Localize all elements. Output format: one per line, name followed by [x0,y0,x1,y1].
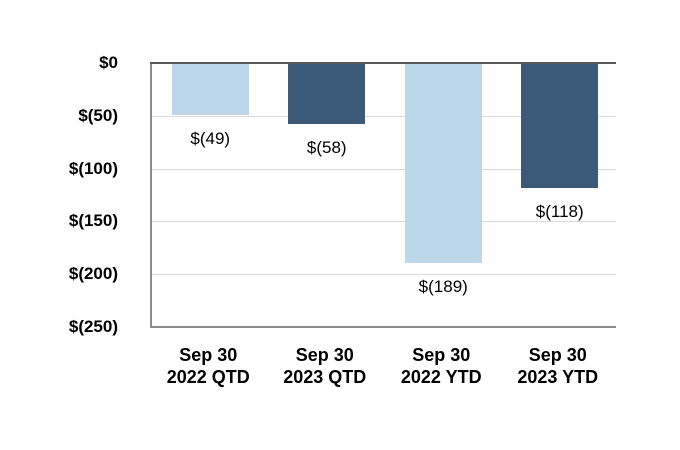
x-axis-category-label: Sep 30 2023 YTD [517,345,599,387]
y-axis-tick-label: $(150) [68,211,118,231]
x-axis-category-label: Sep 30 2022 YTD [400,345,482,387]
bar-2 [288,63,366,125]
bar-value-label: $(118) [535,201,584,221]
y-axis-tick-label: $(250) [68,317,118,336]
x-axis-category-label: Sep 30 2022 QTD [166,345,250,387]
zero-axis-line [150,62,616,64]
bar-value-label: $(189) [418,276,468,296]
gridline [152,168,616,170]
gridline [152,115,616,117]
gridline [152,274,616,276]
y-axis-tick-label: $0 [99,53,118,72]
y-axis-tick-label: $(100) [68,158,118,178]
bar-3 [404,63,482,263]
y-axis-tick-label: $(50) [78,105,118,125]
bar-1 [171,63,249,115]
plot-area: $(49) $(58) $(189) $(118) [150,62,616,328]
x-axis-category-label: Sep 30 2023 QTD [283,345,367,387]
gridline [152,221,616,223]
bar-value-label: $(58) [306,138,347,158]
gridline [150,326,616,328]
bar-value-label: $(49) [190,128,231,148]
bar-4 [521,63,599,188]
y-axis-tick-label: $(200) [68,264,118,284]
